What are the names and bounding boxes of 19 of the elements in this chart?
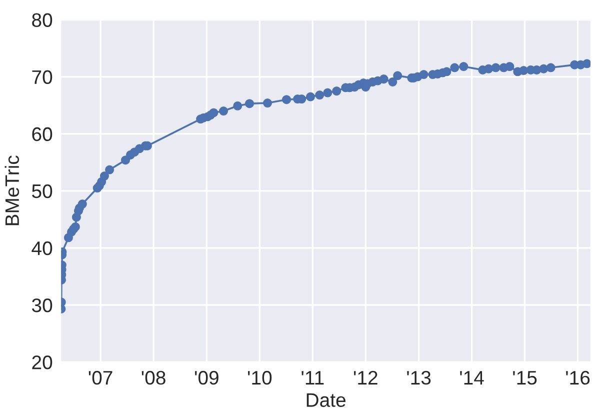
y-tick-label: 30 bbox=[32, 298, 52, 312]
x-tick-label: '15 bbox=[513, 371, 537, 385]
x-axis-title: Date bbox=[306, 393, 346, 407]
x-tick-label: '16 bbox=[566, 370, 590, 385]
y-tick-label: 50 bbox=[32, 184, 52, 198]
x-tick-label: '08 bbox=[142, 370, 166, 385]
y-tick-label: 70 bbox=[32, 70, 52, 84]
x-tick-label: '09 bbox=[194, 370, 218, 385]
x-tick-label: '14 bbox=[460, 371, 484, 384]
x-tick-label: '10 bbox=[248, 370, 272, 385]
x-tick-label: '13 bbox=[407, 370, 431, 385]
x-tick-label: '12 bbox=[354, 370, 378, 384]
y-tick-label: 60 bbox=[32, 127, 52, 142]
y-tick-label: 20 bbox=[32, 356, 52, 370]
y-tick-label: 80 bbox=[32, 13, 52, 27]
x-tick-label: '07 bbox=[88, 370, 112, 385]
x-tick-label: '11 bbox=[302, 371, 324, 384]
y-tick-label: 40 bbox=[32, 241, 52, 256]
y-axis-title: BMeTric bbox=[4, 156, 20, 226]
